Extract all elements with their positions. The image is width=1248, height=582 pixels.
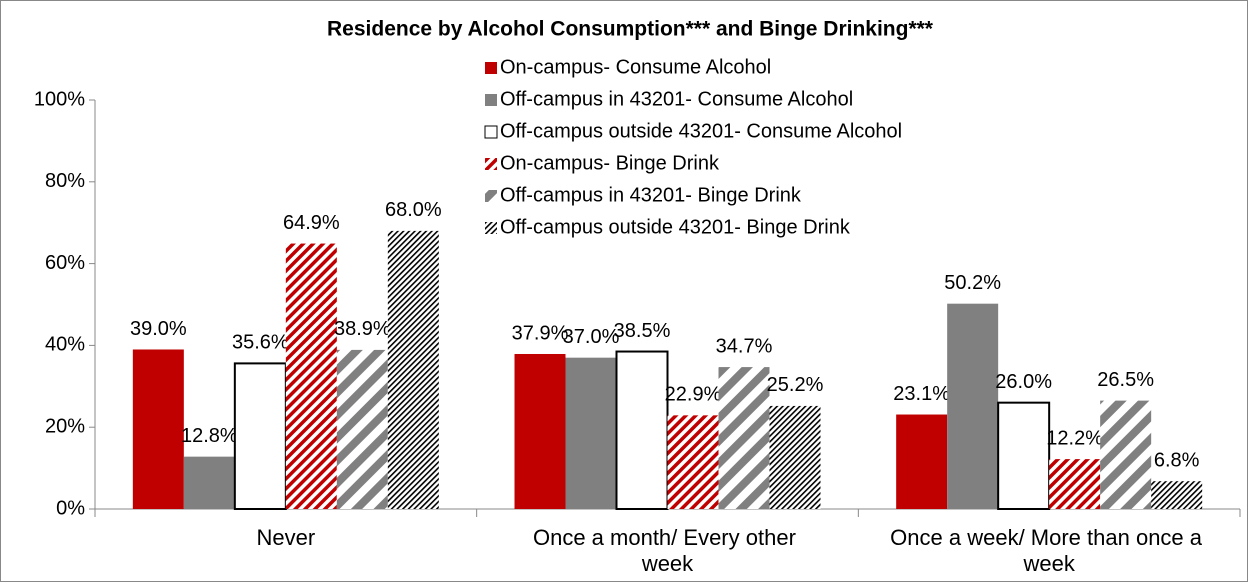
x-tick-label: Once a week/ More than once a week [890, 525, 1208, 576]
data-label: 22.9% [665, 384, 722, 406]
bar [565, 357, 617, 509]
bar [233, 362, 287, 510]
data-label: 50.2% [944, 272, 1001, 294]
data-label: 34.7% [716, 335, 773, 357]
y-tick-label: 60% [45, 252, 85, 274]
bar [947, 303, 999, 509]
y-tick-label: 100% [34, 88, 85, 110]
data-label: 26.0% [995, 371, 1052, 393]
bar [718, 367, 770, 509]
bar [667, 415, 719, 509]
legend-swatch [485, 158, 497, 170]
x-tick-label-line: week [641, 551, 694, 576]
data-label: 38.9% [334, 318, 391, 340]
bar [387, 230, 439, 509]
data-label: 68.0% [385, 199, 442, 221]
bar [132, 349, 184, 509]
bar [336, 349, 388, 509]
data-label: 6.8% [1154, 449, 1200, 471]
legend-swatch [485, 94, 497, 106]
data-label: 37.0% [563, 326, 620, 348]
y-tick-label: 80% [45, 170, 85, 192]
x-tick-label: Once a month/ Every other week [533, 525, 802, 576]
x-tick-label-line: Never [256, 525, 315, 550]
legend-swatch [485, 222, 497, 234]
bar [1151, 481, 1203, 509]
bar [285, 243, 337, 509]
x-tick-label-line: Once a week/ More than once a [890, 525, 1208, 550]
bar [514, 353, 566, 509]
y-tick-label: 40% [45, 334, 85, 356]
x-tick-label-line: Once a month/ Every other [533, 525, 802, 550]
data-label: 26.5% [1097, 369, 1154, 391]
legend-label: Off-campus in 43201- Binge Drink [500, 184, 802, 206]
legend-label: Off-campus outside 43201- Binge Drink [500, 216, 851, 238]
bar [896, 414, 948, 509]
bar [1100, 400, 1152, 509]
legend-label: Off-campus in 43201- Consume Alcohol [500, 88, 853, 110]
bar [183, 456, 235, 509]
data-label: 38.5% [614, 320, 671, 342]
bar [769, 405, 821, 509]
legend-label: Off-campus outside 43201- Consume Alcoho… [500, 120, 902, 142]
legend-label: On-campus- Consume Alcohol [500, 56, 771, 78]
chart-title: Residence by Alcohol Consumption*** and … [327, 18, 934, 41]
bar [997, 401, 1051, 510]
data-label: 64.9% [283, 212, 340, 234]
data-label: 39.0% [130, 318, 187, 340]
bar [615, 350, 669, 510]
bar [1049, 459, 1101, 509]
data-label: 23.1% [893, 383, 950, 405]
x-tick-label: Never [256, 525, 315, 550]
legend-swatch [485, 62, 497, 74]
data-label: 12.2% [1046, 427, 1103, 449]
data-label: 37.9% [512, 322, 569, 344]
legend-label: On-campus- Binge Drink [500, 152, 720, 174]
data-label: 35.6% [232, 332, 289, 354]
legend-swatch [485, 190, 497, 202]
y-tick-label: 20% [45, 415, 85, 437]
y-tick-label: 0% [56, 497, 85, 519]
legend-swatch [484, 125, 498, 139]
data-label: 12.8% [181, 425, 238, 447]
x-tick-label-line: week [1022, 551, 1075, 576]
data-label: 25.2% [767, 374, 824, 396]
